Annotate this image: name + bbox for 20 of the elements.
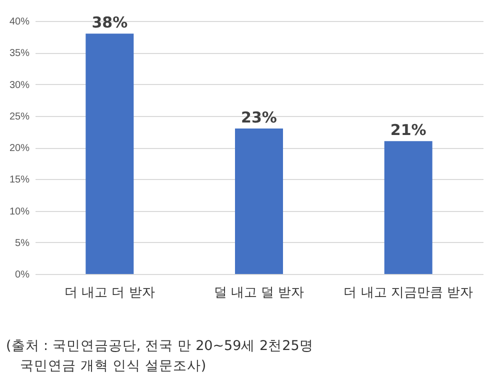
text: 국민연금 개혁 인식 설문조사) bbox=[19, 357, 208, 376]
data-label: 21% bbox=[390, 121, 426, 140]
x-tick-label: 덜 내고 덜 받자 bbox=[214, 286, 304, 300]
x-tick-label: 더 내고 더 받자 bbox=[64, 286, 155, 300]
y-tick-label: 35% bbox=[9, 48, 30, 60]
y-tick-label: 20% bbox=[9, 143, 30, 154]
x-tick-label: 더 내고 지금만큼 받자 bbox=[344, 286, 474, 300]
y-tick-label: 10% bbox=[9, 206, 30, 218]
y-tick-label: 5% bbox=[15, 238, 30, 249]
data-label: 38% bbox=[92, 14, 128, 32]
text: (출처 : 국민연금공단, 전국 만 20~59세 2천25명 bbox=[6, 337, 314, 356]
bar bbox=[235, 128, 283, 274]
data-label: 23% bbox=[241, 108, 277, 127]
y-tick-label: 0% bbox=[15, 270, 30, 280]
bar bbox=[384, 141, 432, 274]
y-tick-label: 15% bbox=[9, 174, 30, 186]
y-tick-label: 30% bbox=[9, 80, 30, 91]
bar bbox=[86, 34, 134, 274]
y-tick-label: 40% bbox=[9, 16, 30, 28]
y-tick-label: 25% bbox=[9, 111, 30, 122]
